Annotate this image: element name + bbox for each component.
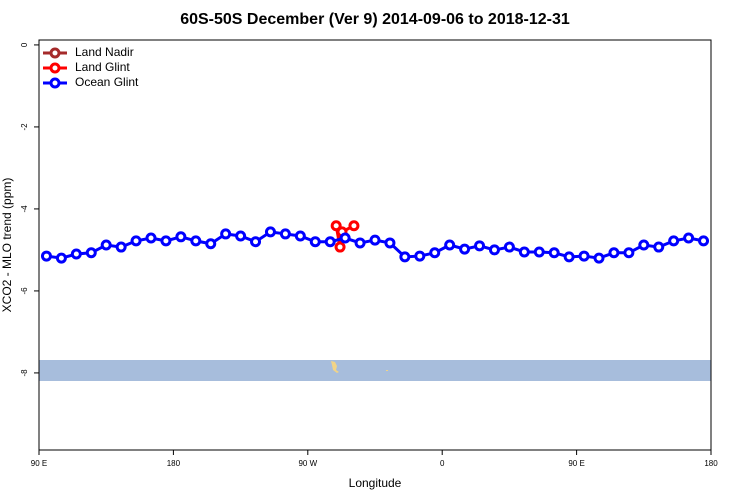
point	[608, 247, 620, 259]
point	[294, 230, 306, 242]
point	[190, 235, 202, 247]
point	[40, 250, 52, 262]
point	[474, 240, 486, 252]
point	[354, 237, 366, 249]
point	[205, 238, 217, 250]
point	[488, 244, 500, 256]
point	[70, 248, 82, 260]
point	[518, 246, 530, 258]
map-strip	[39, 360, 711, 381]
point	[444, 239, 456, 251]
point	[429, 247, 441, 259]
point	[145, 232, 157, 244]
point	[250, 236, 262, 248]
y-tick-label: 0	[20, 42, 29, 47]
point	[160, 235, 172, 247]
point	[220, 228, 232, 240]
plot-frame	[38, 39, 712, 451]
legend-marker	[49, 77, 61, 89]
legend-marker	[49, 62, 61, 74]
point	[399, 251, 411, 263]
point	[683, 232, 695, 244]
y-tick-label: -6	[20, 287, 29, 295]
legend-label: Ocean Glint	[75, 75, 139, 89]
x-tick-label: 180	[704, 459, 718, 468]
x-axis-label: Longitude	[349, 476, 402, 490]
point	[330, 220, 342, 232]
point	[578, 250, 590, 262]
point	[623, 247, 635, 259]
point	[638, 239, 650, 251]
point	[309, 236, 321, 248]
point	[339, 232, 351, 244]
point	[115, 241, 127, 253]
point	[369, 234, 381, 246]
point	[279, 228, 291, 240]
point	[668, 235, 680, 247]
x-tick-label: 90 W	[298, 459, 317, 468]
legend-label: Land Nadir	[75, 45, 134, 59]
point	[593, 252, 605, 264]
point	[459, 243, 471, 255]
y-tick-label: -8	[20, 369, 29, 377]
x-tick-label: 180	[167, 459, 181, 468]
point	[503, 241, 515, 253]
point	[653, 241, 665, 253]
point	[563, 251, 575, 263]
point	[414, 250, 426, 262]
point	[85, 247, 97, 259]
point	[100, 239, 112, 251]
point	[175, 231, 187, 243]
point	[533, 246, 545, 258]
x-tick-label: 90 E	[31, 459, 47, 468]
y-axis-label: XCO2 - MLO trend (ppm)	[0, 178, 14, 313]
y-tick-label: -4	[20, 205, 29, 213]
map-land	[386, 370, 388, 371]
point	[324, 236, 336, 248]
point	[698, 235, 710, 247]
point	[235, 230, 247, 242]
legend-label: Land Glint	[75, 60, 130, 74]
point	[55, 252, 67, 264]
y-tick-label: -2	[20, 123, 29, 131]
map-land	[331, 361, 339, 373]
point	[334, 241, 346, 253]
point	[348, 220, 360, 232]
x-tick-label: 90 E	[568, 459, 584, 468]
point	[264, 226, 276, 238]
point	[130, 235, 142, 247]
chart-title: 60S-50S December (Ver 9) 2014-09-06 to 2…	[180, 11, 570, 28]
point	[548, 247, 560, 259]
legend-marker	[49, 47, 61, 59]
point	[384, 237, 396, 249]
x-tick-label: 0	[440, 459, 445, 468]
